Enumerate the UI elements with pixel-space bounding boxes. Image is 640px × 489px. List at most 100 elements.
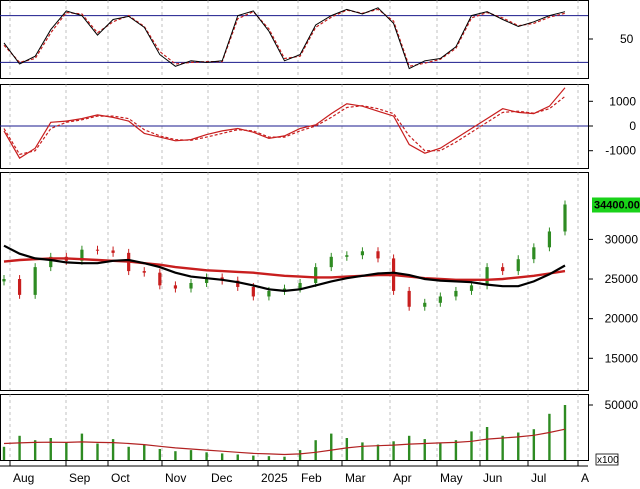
volume-bar (2, 446, 6, 460)
price-panel-frame (0, 172, 589, 391)
candle-body (376, 251, 380, 259)
month-label: A (581, 471, 589, 485)
volume-bar (330, 433, 333, 460)
last-price-tag-bg (592, 197, 640, 213)
candle-body (2, 279, 6, 282)
volume-tick-label: 50000 (605, 398, 639, 412)
candle-body (501, 267, 505, 272)
month-label: Jun (483, 471, 502, 485)
month-label: Mar (345, 471, 366, 485)
moving-average-long (3, 257, 566, 281)
month-label: Sep (69, 471, 91, 485)
volume-bar (501, 435, 504, 460)
candle-body (469, 285, 474, 291)
volume-panel-frame (0, 394, 589, 461)
volume-bar (80, 433, 84, 460)
volume-unit-box: x100 (595, 453, 619, 466)
candle-body (563, 204, 567, 232)
candle-body (345, 255, 349, 257)
candle-body (360, 251, 365, 256)
volume-bar (65, 442, 68, 460)
volume-bar (517, 432, 520, 460)
volume-bar (423, 439, 426, 460)
stochastic-panel (0, 7, 588, 70)
candle-body (547, 231, 552, 248)
candle-body (17, 279, 22, 295)
volume-bar (439, 443, 442, 460)
volume-bar (158, 449, 162, 460)
candle-body (33, 267, 37, 295)
month-label: Feb (301, 471, 322, 485)
volume-bar (96, 443, 99, 460)
volume-bar (563, 405, 567, 460)
volume-bar (127, 446, 130, 460)
month-label: 2025 (261, 471, 288, 485)
candle-body (532, 247, 536, 260)
volume-bar (49, 438, 52, 460)
volume-bar (174, 451, 177, 460)
candle-body (189, 282, 193, 289)
volume-bar (298, 450, 302, 460)
candle-body (236, 280, 240, 287)
macd-tick-label: -1000 (605, 144, 636, 158)
candle-body (173, 285, 178, 289)
moving-average-short (3, 244, 566, 293)
last-price-tag-label: 34400.00 (594, 200, 640, 212)
volume-bar (532, 429, 536, 460)
volume-bar (407, 435, 411, 460)
month-label: Dec (211, 471, 232, 485)
month-label: Apr (393, 471, 412, 485)
macd-tick-label: 0 (629, 119, 636, 133)
month-label: Jul (531, 471, 546, 485)
volume-bar (361, 442, 364, 460)
volume-bar (33, 440, 37, 460)
volume-bar (314, 440, 317, 460)
month-label: Aug (13, 471, 34, 485)
candle-body (158, 272, 162, 286)
stoch-panel-frame (0, 0, 589, 79)
volume-panel (2, 405, 567, 460)
stochastic-tick-label: 50 (620, 32, 634, 46)
macd-line (3, 87, 566, 159)
price-tick-label: 30000 (605, 232, 639, 246)
volume-bar (252, 455, 255, 460)
candle-body (329, 256, 333, 268)
month-label: May (440, 471, 463, 485)
panel-frames (0, 0, 589, 461)
volume-bar (220, 453, 224, 460)
candle-body (407, 290, 411, 307)
volume-bar (392, 441, 395, 460)
volume-bar (143, 444, 146, 460)
volume-bar (189, 450, 193, 460)
macd-panel (0, 87, 588, 159)
candle-body (438, 296, 442, 303)
macd-signal-line (3, 95, 566, 156)
price-tick-label: 15000 (605, 351, 639, 365)
volume-bar (205, 452, 208, 460)
candle-body (282, 288, 287, 291)
month-label: Oct (111, 471, 130, 485)
candle-body (267, 290, 271, 297)
candle-body (80, 249, 84, 261)
price-tick-label: 20000 (605, 312, 639, 326)
macd-tick-label: 1000 (609, 94, 636, 108)
volume-bar (485, 427, 489, 460)
candle-body (485, 267, 489, 286)
candle-body (111, 250, 115, 253)
price-panel (2, 200, 567, 311)
volume-bar (236, 454, 239, 460)
candle-body (95, 249, 100, 251)
volume-moving-average (3, 428, 566, 456)
volume-bar (470, 431, 473, 460)
stochastic-signal-line (3, 8, 566, 67)
volume-bar (267, 456, 271, 460)
candle-body (314, 267, 318, 283)
stochastic-k-line (3, 7, 566, 70)
volume-bar (548, 413, 551, 460)
candle-body (49, 256, 53, 268)
volume-bar (454, 440, 458, 460)
candle-body (516, 259, 520, 272)
volume-unit-label: x100 (597, 455, 619, 466)
volume-bar (345, 438, 349, 460)
price-tick-label: 25000 (605, 272, 639, 286)
